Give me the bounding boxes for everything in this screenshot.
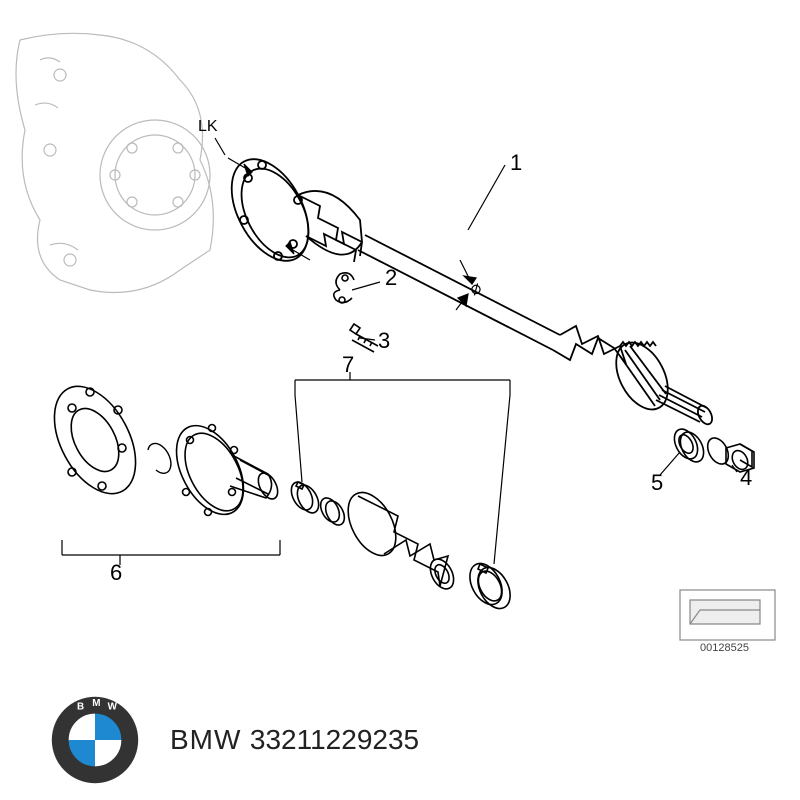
callout-2: 2: [385, 265, 397, 291]
svg-text:M: M: [92, 698, 100, 709]
svg-text:B: B: [77, 701, 84, 712]
callout-4: 4: [740, 465, 752, 491]
callout-6: 6: [110, 560, 122, 586]
brand-name: BMW: [170, 724, 241, 755]
callout-7: 7: [342, 352, 354, 378]
footer: B M W BMW 33211229235: [0, 680, 800, 800]
brand-text-block: BMW 33211229235: [170, 724, 419, 756]
svg-text:W: W: [108, 701, 118, 712]
drawing-id: 00128525: [700, 642, 749, 654]
lk-label: LK: [198, 118, 218, 136]
bmw-logo: B M W: [50, 695, 140, 785]
callout-1: 1: [510, 150, 522, 176]
callout-3: 3: [378, 328, 390, 354]
diagram-area: LK ⌀ 1 2 3 4 5 6 7 00128525: [0, 0, 800, 680]
callout-5: 5: [651, 470, 663, 496]
part-number: 33211229235: [250, 724, 419, 755]
